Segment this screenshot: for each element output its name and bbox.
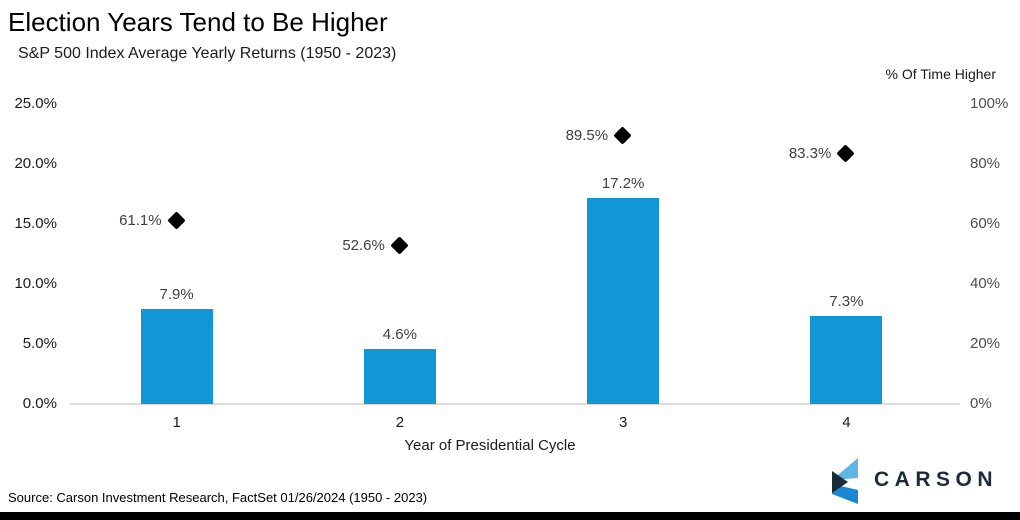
y-axis-right-tick-label: 80% bbox=[970, 155, 1001, 172]
diamond-marker bbox=[390, 236, 409, 255]
y-axis-right-tick-label: 100% bbox=[970, 95, 1009, 112]
bar bbox=[810, 316, 883, 404]
right-axis-title: % Of Time Higher bbox=[885, 66, 996, 82]
y-axis-right-tick-label: 0% bbox=[970, 395, 992, 412]
y-axis-left-tick-label: 15.0% bbox=[14, 215, 57, 232]
y-axis-right-tick-label: 60% bbox=[970, 215, 1001, 232]
carson-logo: CARSON bbox=[824, 456, 1016, 510]
y-axis-left-tick-label: 20.0% bbox=[14, 155, 57, 172]
marker-value-label: 83.3% bbox=[788, 145, 832, 163]
y-axis-right-tick-label: 40% bbox=[970, 275, 1001, 292]
diamond-marker bbox=[613, 125, 632, 145]
bar bbox=[140, 309, 213, 404]
chart-subtitle: S&P 500 Index Average Yearly Returns (19… bbox=[18, 45, 397, 62]
bar-value-label: 17.2% bbox=[601, 174, 645, 192]
bar-value-label: 7.9% bbox=[159, 286, 194, 304]
source-note: Source: Carson Investment Research, Fact… bbox=[8, 490, 428, 505]
logo-mid-quad bbox=[832, 484, 858, 504]
marker-value-label: 89.5% bbox=[565, 126, 609, 144]
carson-logo-text: CARSON bbox=[874, 468, 999, 491]
x-axis-title: Year of Presidential Cycle bbox=[404, 437, 576, 454]
x-axis-tick-label: 1 bbox=[172, 414, 181, 431]
marker-value-label: 52.6% bbox=[342, 237, 385, 255]
y-axis-left-tick-label: 25.0% bbox=[14, 95, 57, 112]
bar bbox=[363, 348, 436, 404]
bar bbox=[587, 197, 660, 404]
x-axis-tick-label: 2 bbox=[395, 414, 405, 431]
x-axis-tick-label: 4 bbox=[842, 414, 851, 431]
bottom-black-bar bbox=[0, 512, 1020, 520]
y-axis-left-tick-label: 10.0% bbox=[14, 275, 57, 292]
logo-navy-triangle bbox=[832, 471, 848, 493]
logo-light-triangle bbox=[832, 458, 858, 480]
bar-value-label: 7.3% bbox=[829, 293, 864, 311]
x-axis-tick-label: 3 bbox=[618, 414, 628, 431]
y-axis-left-tick-label: 0.0% bbox=[22, 395, 57, 412]
chart-title: Election Years Tend to Be Higher bbox=[8, 7, 388, 37]
y-axis-right-tick-label: 20% bbox=[970, 335, 1001, 352]
diamond-marker bbox=[166, 210, 186, 230]
carson-logo-icon bbox=[832, 458, 858, 504]
diamond-marker bbox=[836, 144, 856, 163]
x-axis-baseline bbox=[70, 403, 960, 405]
bar-value-label: 4.6% bbox=[382, 325, 417, 343]
y-axis-left-tick-label: 5.0% bbox=[22, 335, 57, 352]
marker-value-label: 61.1% bbox=[119, 211, 162, 229]
